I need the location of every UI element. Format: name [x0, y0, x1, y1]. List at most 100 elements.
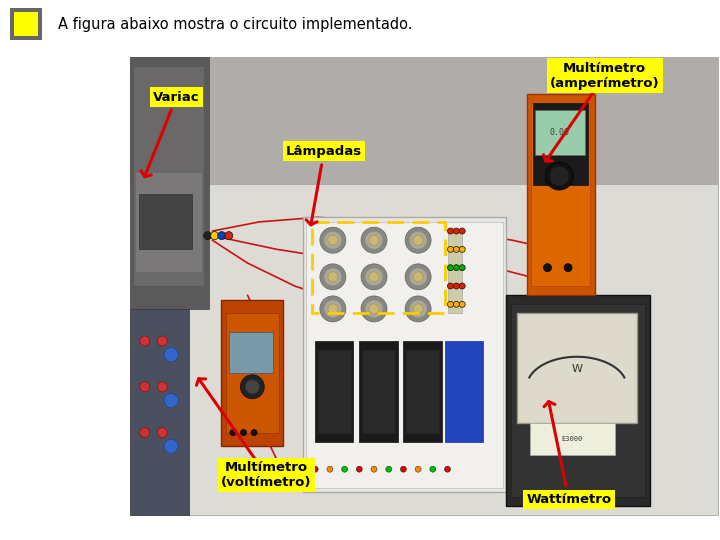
Circle shape — [400, 466, 406, 472]
Bar — [534, 110, 585, 156]
Circle shape — [454, 283, 459, 289]
Circle shape — [369, 235, 379, 245]
Bar — [130, 57, 718, 515]
Bar — [511, 305, 645, 497]
Text: A figura abaixo mostra o circuito implementado.: A figura abaixo mostra o circuito implem… — [58, 17, 413, 31]
Circle shape — [545, 162, 573, 190]
Circle shape — [409, 268, 427, 286]
Text: E3000: E3000 — [562, 436, 582, 442]
Bar — [130, 57, 718, 185]
Circle shape — [341, 466, 348, 472]
Circle shape — [240, 429, 246, 436]
Circle shape — [415, 466, 421, 472]
Circle shape — [324, 268, 342, 286]
Bar — [130, 309, 189, 515]
Circle shape — [320, 264, 346, 290]
Circle shape — [365, 268, 383, 286]
Circle shape — [447, 301, 454, 307]
Circle shape — [454, 301, 459, 307]
Circle shape — [328, 304, 338, 314]
Bar — [315, 341, 354, 442]
Bar — [506, 295, 650, 506]
Circle shape — [225, 232, 233, 240]
Circle shape — [459, 283, 465, 289]
Circle shape — [413, 272, 423, 282]
Circle shape — [549, 166, 570, 186]
Bar — [527, 93, 595, 295]
Circle shape — [246, 380, 259, 394]
Circle shape — [204, 232, 212, 240]
Circle shape — [409, 231, 427, 249]
Bar — [10, 8, 42, 40]
Circle shape — [371, 466, 377, 472]
Circle shape — [459, 265, 465, 271]
Circle shape — [211, 232, 219, 240]
Text: Lâmpadas: Lâmpadas — [286, 145, 362, 158]
Circle shape — [328, 272, 338, 282]
Circle shape — [447, 246, 454, 252]
Bar — [221, 300, 283, 446]
Bar — [226, 314, 279, 433]
Circle shape — [240, 375, 264, 399]
Bar — [229, 332, 273, 373]
Circle shape — [320, 227, 346, 253]
Circle shape — [447, 283, 454, 289]
Circle shape — [459, 246, 465, 252]
Circle shape — [409, 300, 427, 318]
Circle shape — [405, 227, 431, 253]
Bar — [448, 231, 462, 314]
Text: W: W — [572, 364, 582, 374]
Circle shape — [328, 235, 338, 245]
Circle shape — [454, 265, 459, 271]
Bar — [530, 423, 615, 455]
Bar — [312, 222, 444, 314]
Bar — [531, 103, 590, 286]
Bar — [130, 57, 210, 309]
Circle shape — [444, 466, 451, 472]
Circle shape — [327, 466, 333, 472]
Circle shape — [158, 428, 167, 437]
Circle shape — [447, 228, 454, 234]
Circle shape — [164, 394, 178, 408]
Circle shape — [447, 265, 454, 271]
Circle shape — [324, 300, 342, 318]
Circle shape — [217, 232, 226, 240]
Circle shape — [369, 272, 379, 282]
Circle shape — [454, 228, 459, 234]
Circle shape — [312, 466, 318, 472]
Circle shape — [230, 429, 236, 436]
Circle shape — [361, 227, 387, 253]
Circle shape — [361, 264, 387, 290]
Circle shape — [544, 264, 552, 272]
Circle shape — [140, 336, 150, 346]
Circle shape — [140, 382, 150, 392]
Bar — [135, 172, 202, 272]
Bar — [406, 350, 438, 433]
Bar — [133, 66, 204, 286]
Text: Variac: Variac — [153, 91, 199, 104]
Circle shape — [405, 264, 431, 290]
Bar — [362, 350, 395, 433]
Circle shape — [405, 296, 431, 322]
Circle shape — [454, 246, 459, 252]
Bar — [517, 314, 637, 423]
Bar — [130, 185, 718, 515]
Circle shape — [369, 304, 379, 314]
Bar — [403, 341, 441, 442]
Circle shape — [251, 429, 257, 436]
Circle shape — [459, 301, 465, 307]
Bar — [14, 12, 38, 36]
Circle shape — [158, 382, 167, 392]
Circle shape — [386, 466, 392, 472]
Bar — [303, 217, 506, 492]
Bar — [318, 350, 351, 433]
Text: 0.00: 0.00 — [549, 128, 570, 137]
Circle shape — [164, 348, 178, 362]
Bar — [139, 194, 192, 249]
Text: Multímetro
(voltímetro): Multímetro (voltímetro) — [221, 461, 312, 489]
Bar — [359, 341, 397, 442]
Bar — [444, 341, 483, 442]
Circle shape — [564, 264, 572, 272]
Bar — [307, 222, 503, 488]
Bar — [533, 103, 588, 185]
